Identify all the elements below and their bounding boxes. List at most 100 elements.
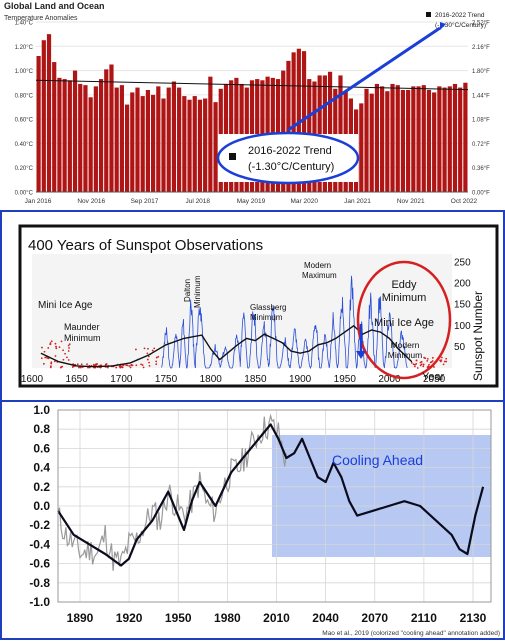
sunspot-dot xyxy=(155,360,158,363)
sunspot-dot xyxy=(419,364,422,367)
temp-bar xyxy=(109,64,114,192)
sunspot-dot xyxy=(413,365,416,368)
callout-marker xyxy=(229,153,236,160)
sunspot-dot xyxy=(46,357,49,359)
label-mini-ice-age-2: Mini Ice Age xyxy=(374,317,434,329)
label-glassberg-1: Glassberg xyxy=(250,303,286,312)
x-tick: 1900 xyxy=(289,374,312,385)
temp-bar xyxy=(416,86,421,192)
temp-bar xyxy=(171,81,177,192)
temp-bar xyxy=(52,62,57,193)
y-tick: 0.0 xyxy=(33,499,50,513)
temp-bar xyxy=(452,83,458,192)
temp-bar xyxy=(338,75,343,192)
y-tick: -1.0 xyxy=(29,595,50,609)
x-tick: May 2019 xyxy=(237,198,266,205)
legend-label: 2016-2022 Trend xyxy=(435,12,485,19)
sunspot-trend xyxy=(40,324,413,368)
y-tick-left: 1.40°C xyxy=(15,21,34,27)
sunspot-dot xyxy=(445,357,448,360)
temp-bar xyxy=(437,86,442,192)
sunspot-dot xyxy=(121,366,124,369)
label-modern-min-1: Modern xyxy=(391,340,420,350)
temp-bar xyxy=(426,90,432,192)
x-tick: 2040 xyxy=(312,611,339,625)
temp-bar xyxy=(78,83,83,192)
callout-sublabel: (-1.30°C/Century) xyxy=(248,161,334,173)
x-tick: Jan 2016 xyxy=(25,198,52,205)
chart1-title: Global Land and Ocean xyxy=(4,1,105,11)
sunspot-dot xyxy=(40,357,43,360)
y-tick-right: 1.44°F xyxy=(472,93,490,99)
sunspot-dot xyxy=(431,360,434,362)
temp-bar xyxy=(88,97,93,192)
temp-bar xyxy=(447,86,452,192)
sunspot-dot xyxy=(62,358,65,361)
sunspot-dot xyxy=(115,366,118,369)
temp-bar xyxy=(124,104,130,192)
global-temp-chart: Global Land and Ocean Temperature Anomal… xyxy=(4,1,490,205)
x-tick: 1700 xyxy=(110,374,133,385)
sunspot-dot xyxy=(423,356,426,359)
sunspot-dot xyxy=(68,343,71,346)
x-tick: Sep 2017 xyxy=(131,198,159,205)
temp-bar xyxy=(369,93,374,192)
temp-bar xyxy=(182,96,187,192)
sunspot-dot xyxy=(92,363,95,366)
temp-bar xyxy=(432,92,437,192)
sunspot-dot xyxy=(148,361,150,364)
temp-bar xyxy=(203,98,208,192)
sunspot-dot xyxy=(87,366,89,369)
temp-bar xyxy=(421,85,426,192)
temp-bar xyxy=(364,88,369,192)
temp-bar xyxy=(322,75,327,192)
temp-bar xyxy=(83,85,88,192)
temp-bar xyxy=(458,87,463,192)
sunspot-dot xyxy=(445,360,448,363)
chart2-xlabel: Year xyxy=(422,371,445,383)
sunspot-dot xyxy=(141,364,144,366)
sunspot-dot xyxy=(147,347,149,350)
y-tick-left: 0.40°C xyxy=(15,142,34,148)
temp-bar xyxy=(385,91,390,192)
temp-bar xyxy=(135,87,140,192)
sunspot-dot xyxy=(55,345,57,348)
temp-bar xyxy=(390,83,395,192)
sunspot-dot xyxy=(72,365,75,368)
y-tick-left: 0.80°C xyxy=(15,93,34,99)
x-tick: 1950 xyxy=(165,611,192,625)
sunspot-dot xyxy=(151,349,154,352)
sunspot-dot xyxy=(78,366,80,369)
sunspot-dot xyxy=(55,347,58,350)
temp-bar xyxy=(36,56,41,192)
callout-label: 2016-2022 Trend xyxy=(248,145,332,157)
sunspot-dot xyxy=(62,349,65,352)
sunspot-dot xyxy=(68,347,70,349)
arrow-head xyxy=(440,22,446,30)
label-dalton-1: Dalton xyxy=(183,279,192,302)
sunspot-dot xyxy=(146,358,149,361)
callout-box xyxy=(218,134,358,182)
sunspot-dot xyxy=(43,350,46,353)
x-tick: 1750 xyxy=(155,374,178,385)
sunspot-dot xyxy=(431,356,434,359)
sunspot-chart: 400 Years of Sunspot Observations 1600 16… xyxy=(18,224,499,388)
temp-bar xyxy=(130,92,135,192)
sunspot-dot xyxy=(422,363,425,366)
y-tick-right: 1.80°F xyxy=(472,69,490,75)
y-tick: 0.4 xyxy=(33,461,50,475)
sunspot-dot xyxy=(80,363,83,366)
sunspot-dot xyxy=(146,352,149,355)
sunspot-dot xyxy=(415,362,418,365)
sunspot-dot xyxy=(429,361,432,364)
y-tick: 100 xyxy=(454,321,471,332)
projection-chart: 1.0 0.8 0.6 0.4 0.2 0.0 -0.2 -0.4 -0.6 -0.8 -1.0 18… xyxy=(29,403,500,637)
chart3-footnote: Mao et al., 2019 (colorized "cooling ahe… xyxy=(322,630,500,637)
temp-bar xyxy=(192,96,197,192)
sunspot-dot xyxy=(148,364,151,367)
label-eddy-1: Eddy xyxy=(391,279,417,291)
y-tick: 0.6 xyxy=(33,441,50,455)
sunspot-dot xyxy=(414,363,416,366)
x-tick: Nov 2016 xyxy=(77,198,105,205)
x-tick: Nov 2021 xyxy=(397,198,425,205)
